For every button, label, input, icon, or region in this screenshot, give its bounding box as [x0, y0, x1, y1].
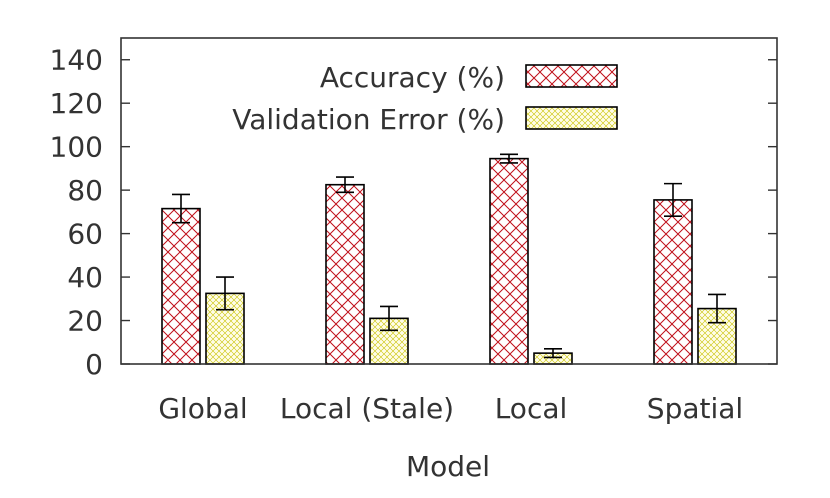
error-bar: [664, 182, 682, 218]
error-bar: [336, 176, 354, 194]
legend-swatch-validation-error: [525, 106, 618, 130]
legend-swatch-accuracy: [525, 64, 618, 88]
bar-accuracy: [325, 183, 365, 365]
x-axis-title: Model: [406, 450, 490, 483]
y-tick-label: 0: [85, 348, 103, 381]
plot-frame: [120, 37, 778, 365]
error-bar: [708, 293, 726, 324]
y-tick-label: 100: [50, 131, 103, 164]
y-tick-label: 40: [67, 261, 103, 294]
legend-label-accuracy: Accuracy (%): [320, 61, 505, 94]
y-tick-label: 120: [50, 87, 103, 120]
y-tick-label: 20: [67, 305, 103, 338]
bar-accuracy: [653, 199, 693, 365]
error-bar: [172, 193, 190, 224]
x-tick-label: Local: [495, 392, 568, 425]
bars-group: [161, 153, 737, 365]
legend: Accuracy (%) Validation Error (%): [232, 61, 618, 136]
y-axis: 0 20 40 60 80 100 120 140: [50, 44, 777, 381]
error-bar: [544, 347, 562, 359]
x-tick-label: Global: [158, 392, 247, 425]
y-tick-label: 60: [67, 218, 103, 251]
error-bar: [216, 276, 234, 311]
error-bar: [380, 305, 398, 332]
x-tick-label: Local (Stale): [280, 392, 454, 425]
legend-label-validation-error: Validation Error (%): [232, 103, 505, 136]
error-bar: [500, 153, 518, 164]
y-tick-label: 140: [50, 44, 103, 77]
bar-accuracy: [161, 207, 201, 365]
bar-accuracy: [489, 157, 529, 365]
y-tick-label: 80: [67, 174, 103, 207]
x-tick-label: Spatial: [647, 392, 743, 425]
x-axis: Global Local (Stale) Local Spatial: [158, 392, 743, 425]
